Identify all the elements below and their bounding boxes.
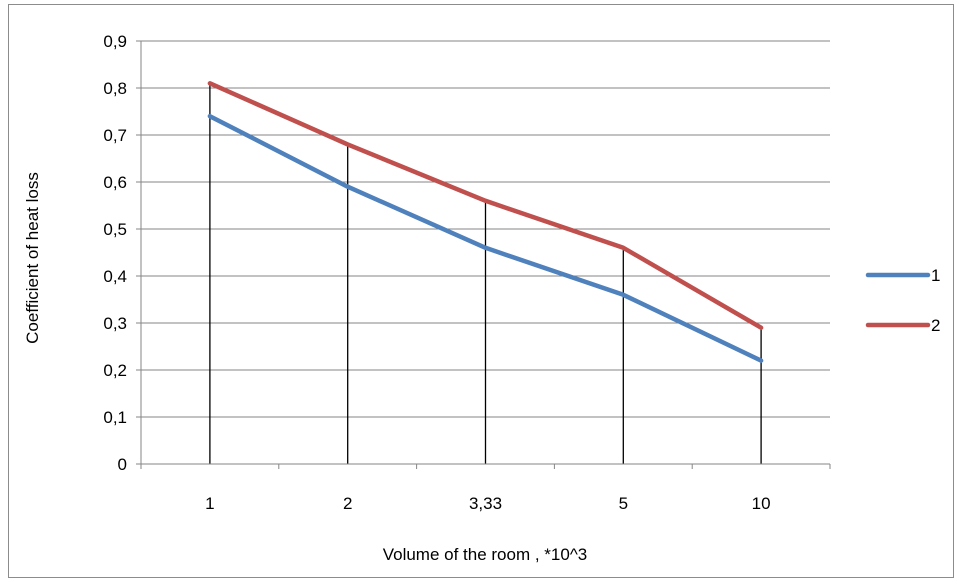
y-tick-label: 0,2 xyxy=(103,361,127,380)
legend-label: 2 xyxy=(931,316,940,335)
y-tick-label: 0,6 xyxy=(103,173,127,192)
drop-lines xyxy=(209,83,762,464)
series-line-1 xyxy=(207,113,764,363)
x-axis-title: Volume of the room , *10^3 xyxy=(383,545,588,564)
y-tick-label: 0,9 xyxy=(103,32,127,51)
legend-label: 1 xyxy=(931,266,940,285)
series-line-2 xyxy=(207,81,764,330)
y-tick-label: 0 xyxy=(118,455,127,474)
gridlines xyxy=(141,40,830,418)
x-tick-label: 5 xyxy=(619,494,628,513)
axes xyxy=(136,40,831,469)
x-tick-label: 10 xyxy=(752,494,771,513)
x-tick-label: 2 xyxy=(343,494,352,513)
y-tick-labels: 0 0,1 0,2 0,3 0,4 0,5 0,6 0,7 0,8 0,9 xyxy=(103,32,127,474)
y-tick-label: 0,1 xyxy=(103,408,127,427)
y-tick-label: 0,7 xyxy=(103,126,127,145)
y-tick-label: 0,4 xyxy=(103,267,127,286)
y-tick-label: 0,3 xyxy=(103,314,127,333)
chart-frame xyxy=(8,4,954,578)
y-axis-title: Coefficient of heat loss xyxy=(23,172,42,344)
series-lines xyxy=(207,81,764,363)
x-tick-label: 3,33 xyxy=(469,494,502,513)
x-tick-labels: 1 2 3,33 5 10 xyxy=(205,494,770,513)
legend: 12 xyxy=(865,266,940,335)
x-tick-label: 1 xyxy=(205,494,214,513)
y-tick-label: 0,8 xyxy=(103,79,127,98)
y-tick-label: 0,5 xyxy=(103,220,127,239)
